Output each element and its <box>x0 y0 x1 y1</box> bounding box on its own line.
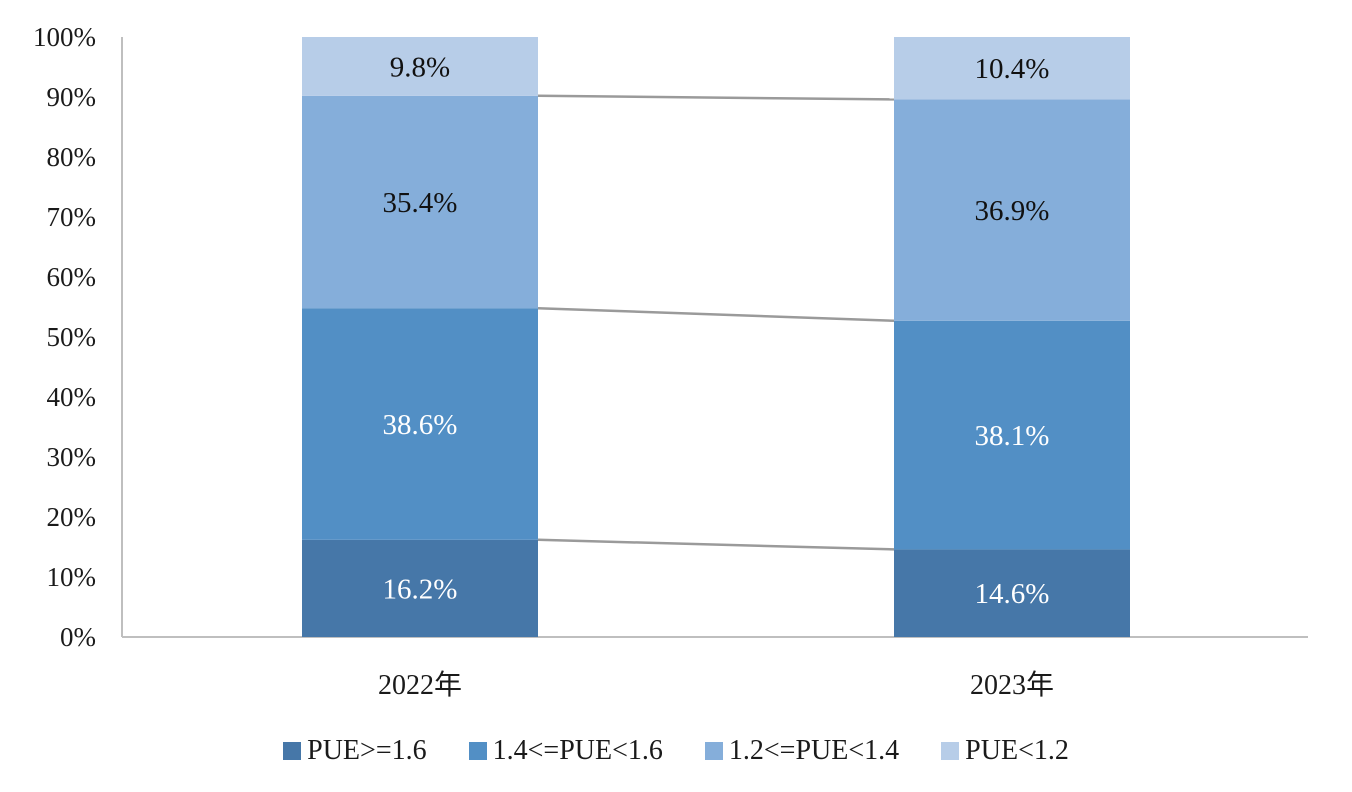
legend-label: PUE<1.2 <box>965 735 1069 766</box>
series-connector-line <box>537 538 895 551</box>
series-connector-line <box>537 306 895 323</box>
x-tick-label: 2022年 <box>378 669 462 701</box>
legend: PUE>=1.6 1.4<=PUE<1.6 1.2<=PUE<1.4 PUE<1.2 <box>0 735 1352 767</box>
legend-item: 1.2<=PUE<1.4 <box>704 735 900 767</box>
y-tick-label: 70% <box>47 202 97 232</box>
y-tick-label: 80% <box>47 142 97 172</box>
bar-segment <box>302 95 538 309</box>
y-tick-label: 10% <box>47 562 97 592</box>
legend-item: 1.4<=PUE<1.6 <box>468 735 663 767</box>
series-connector-line <box>537 94 895 101</box>
legend-swatch <box>283 742 302 760</box>
legend-swatch <box>468 742 487 760</box>
bar-segment <box>302 37 538 96</box>
bar-segment <box>894 37 1130 100</box>
legend-label: PUE>=1.6 <box>307 735 427 766</box>
stacked-bar-chart: 0% 10% 20% 30% 40% 50% 60% 70% 80% 90% 100% 16.2% 14… <box>33 22 1308 701</box>
y-tick-label: 60% <box>47 262 97 292</box>
legend-swatch <box>704 742 723 760</box>
bar-segment <box>302 539 538 637</box>
data-label: 35.4% <box>383 187 458 219</box>
data-label: 14.6% <box>975 578 1050 610</box>
bar-segment <box>894 549 1130 637</box>
data-label: 9.8% <box>390 51 450 83</box>
bar-segment <box>894 320 1130 550</box>
data-label: 10.4% <box>975 53 1050 85</box>
data-label: 16.2% <box>383 573 458 605</box>
bar-segment <box>894 99 1130 321</box>
x-tick-label: 2023年 <box>970 669 1054 701</box>
legend-label: 1.4<=PUE<1.6 <box>492 735 663 766</box>
legend-item: PUE<1.2 <box>941 735 1069 767</box>
bar-segment <box>302 308 538 540</box>
y-tick-label: 20% <box>47 502 97 532</box>
data-label: 38.6% <box>383 409 458 441</box>
legend-item: PUE>=1.6 <box>283 735 427 767</box>
y-tick-label: 100% <box>33 22 96 52</box>
y-tick-label: 0% <box>60 622 96 652</box>
y-tick-label: 90% <box>47 82 97 112</box>
y-tick-label: 50% <box>47 322 97 352</box>
y-tick-label: 30% <box>47 442 97 472</box>
legend-swatch <box>941 742 960 760</box>
y-tick-label: 40% <box>47 382 97 412</box>
legend-label: 1.2<=PUE<1.4 <box>728 735 900 766</box>
data-label: 36.9% <box>975 195 1050 227</box>
data-label: 38.1% <box>975 420 1050 452</box>
